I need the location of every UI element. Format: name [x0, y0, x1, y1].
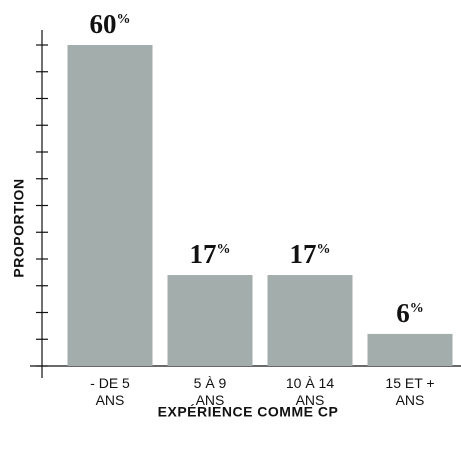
value-label: 60%: [90, 9, 131, 39]
x-tick-label: 15 ET + ANS: [385, 375, 434, 408]
x-axis-label: EXPÉRIENCE COMME CP: [158, 404, 339, 420]
x-tick-label: - DE 5 ANS: [90, 375, 130, 408]
bar: [67, 45, 153, 366]
bar: [267, 275, 353, 366]
y-axis-label: PROPORTION: [11, 178, 27, 277]
bar: [367, 333, 453, 366]
x-tick-label: 10 À 14 ANS: [286, 375, 334, 408]
x-tick-label: 5 À 9 ANS: [194, 375, 227, 408]
value-label: 6%: [396, 298, 424, 328]
value-label: 17%: [190, 239, 231, 269]
bar: [167, 275, 253, 366]
value-label: 17%: [290, 239, 331, 269]
